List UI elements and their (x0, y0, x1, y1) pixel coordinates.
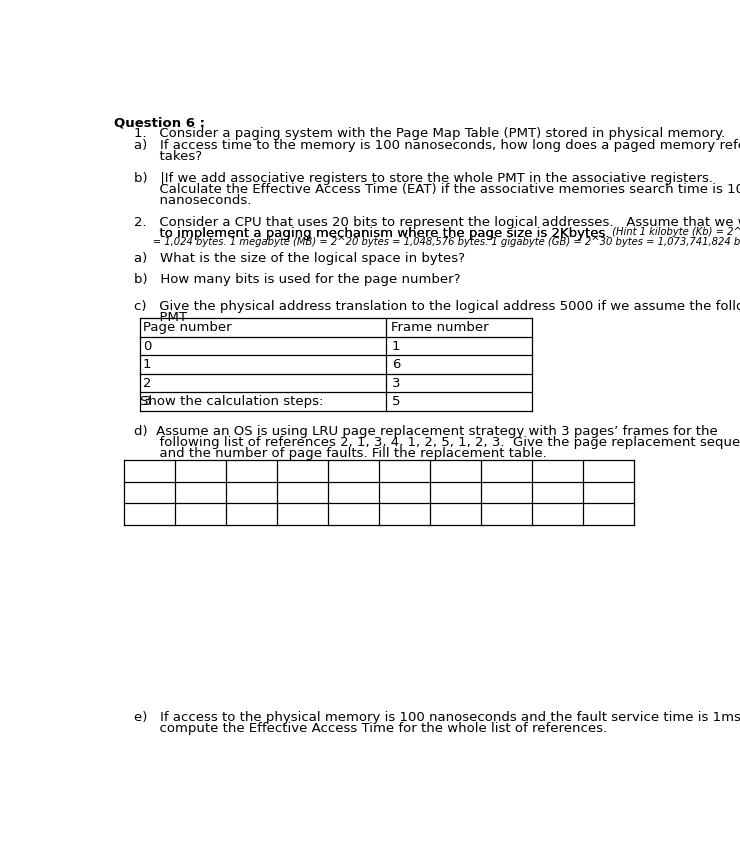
Text: Page number: Page number (143, 321, 232, 334)
Text: 1: 1 (392, 339, 400, 352)
Text: 0: 0 (143, 339, 152, 352)
Text: 1: 1 (143, 358, 152, 371)
Text: to implement a paging mechanism where the page size is 2Kbytes.: to implement a paging mechanism where th… (134, 227, 609, 240)
Text: 1.   Consider a paging system with the Page Map Table (PMT) stored in physical m: 1. Consider a paging system with the Pag… (134, 127, 725, 140)
Text: a)   If access time to the memory is 100 nanoseconds, how long does a paged memo: a) If access time to the memory is 100 n… (134, 138, 740, 152)
Text: to implement a paging mechanism where the page size is 2Kbytes.: to implement a paging mechanism where th… (134, 227, 609, 240)
Text: c)   Give the physical address translation to the logical address 5000 if we ass: c) Give the physical address translation… (134, 299, 740, 312)
Text: Show the calculation steps:: Show the calculation steps: (140, 395, 323, 408)
Text: compute the Effective Access Time for the whole list of references.: compute the Effective Access Time for th… (134, 721, 607, 734)
Text: d)  Assume an OS is using LRU page replacement strategy with 3 pages’ frames for: d) Assume an OS is using LRU page replac… (134, 424, 718, 438)
Text: 2.   Consider a CPU that uses 20 bits to represent the logical addresses.   Assu: 2. Consider a CPU that uses 20 bits to r… (134, 215, 740, 229)
Text: 3: 3 (392, 376, 400, 389)
Text: b)   How many bits is used for the page number?: b) How many bits is used for the page nu… (134, 273, 460, 286)
Text: following list of references 2, 1, 3, 4, 1, 2, 5, 1, 2, 3.  Give the page replac: following list of references 2, 1, 3, 4,… (134, 435, 740, 449)
Text: nanoseconds.: nanoseconds. (134, 194, 251, 206)
Text: a)   What is the size of the logical space in bytes?: a) What is the size of the logical space… (134, 252, 465, 264)
Text: b)   |If we add associative registers to store the whole PMT in the associative : b) |If we add associative registers to s… (134, 171, 713, 184)
Text: 2: 2 (143, 376, 152, 389)
Text: e)   If access to the physical memory is 100 nanoseconds and the fault service t: e) If access to the physical memory is 1… (134, 710, 740, 722)
Text: 3: 3 (143, 395, 152, 408)
Text: = 1,024 bytes. 1 megabyte (MB) = 2^20 bytes = 1,048,576 bytes. 1 gigabyte (GB) =: = 1,024 bytes. 1 megabyte (MB) = 2^20 by… (134, 236, 740, 247)
Text: takes?: takes? (134, 149, 202, 163)
Text: PMT: PMT (134, 310, 186, 323)
Text: Calculate the Effective Access Time (EAT) if the associative memories search tim: Calculate the Effective Access Time (EAT… (134, 183, 740, 195)
Text: 6: 6 (392, 358, 400, 371)
Text: and the number of page faults. Fill the replacement table.: and the number of page faults. Fill the … (134, 446, 547, 460)
Text: Question 6 :: Question 6 : (114, 117, 205, 130)
Text: Frame number: Frame number (391, 321, 488, 334)
Text: 5: 5 (392, 395, 400, 408)
Text: (Hint 1 kilobyte (Kb) = 2^10 bytes: (Hint 1 kilobyte (Kb) = 2^10 bytes (609, 227, 740, 236)
